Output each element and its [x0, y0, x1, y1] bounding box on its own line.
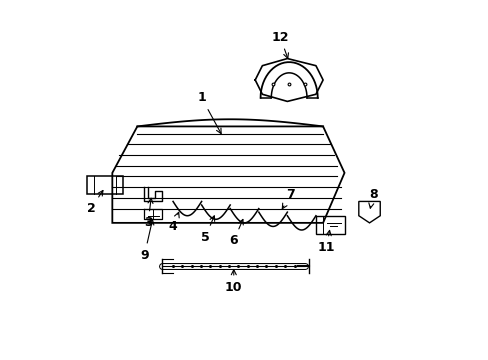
- Text: 1: 1: [197, 91, 221, 134]
- Text: 2: 2: [86, 190, 103, 215]
- Text: 6: 6: [229, 219, 243, 247]
- Text: 5: 5: [201, 216, 214, 244]
- Text: 4: 4: [168, 212, 179, 233]
- Text: 8: 8: [368, 188, 377, 208]
- Text: 11: 11: [317, 230, 335, 255]
- Text: 9: 9: [140, 220, 154, 261]
- Text: 10: 10: [224, 270, 242, 294]
- Text: 3: 3: [143, 198, 153, 229]
- Text: 12: 12: [271, 31, 288, 58]
- Text: 7: 7: [282, 188, 295, 209]
